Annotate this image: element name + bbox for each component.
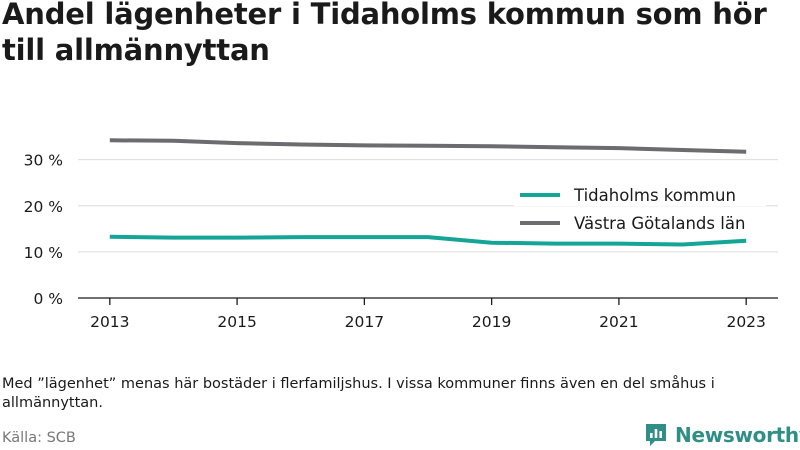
x-tick-label: 2017 (345, 313, 384, 331)
chart-title: Andel lägenheter i Tidaholms kommun som … (2, 0, 767, 67)
y-tick-label: 0 % (33, 290, 63, 308)
brand-logo: Newsworthy (644, 420, 800, 450)
legend: Tidaholms kommun Västra Götalands län (514, 180, 766, 234)
x-tick-label: 2013 (90, 313, 129, 331)
chart-footnote: Med ”lägenhet” menas här bostäder i fler… (2, 376, 715, 411)
x-tick-label: 2015 (217, 313, 256, 331)
x-tick-label: 2019 (472, 313, 511, 331)
brand-name: Newsworthy (675, 423, 800, 447)
source-credit: Källa: SCB (2, 430, 76, 446)
y-axis-labels: 0 % 10 % 20 % 30 % (24, 152, 63, 308)
line-chart: 0 % 10 % 20 % 30 % 2013 2015 2017 2019 2021 2023… (24, 138, 778, 331)
x-axis: 2013 2015 2017 2019 2021 2023 (78, 297, 778, 331)
x-tick-label: 2023 (726, 313, 765, 331)
y-tick-label: 30 % (24, 152, 63, 170)
series-lines (109, 138, 747, 247)
y-tick-label: 10 % (24, 244, 63, 262)
legend-label: Västra Götalands län (574, 214, 745, 233)
bar-chart-logo-icon (646, 424, 666, 446)
series-line-1 (109, 138, 747, 154)
legend-label: Tidaholms kommun (573, 186, 736, 205)
series-line-0 (109, 234, 747, 247)
y-tick-label: 20 % (24, 198, 63, 216)
x-tick-label: 2021 (599, 313, 638, 331)
